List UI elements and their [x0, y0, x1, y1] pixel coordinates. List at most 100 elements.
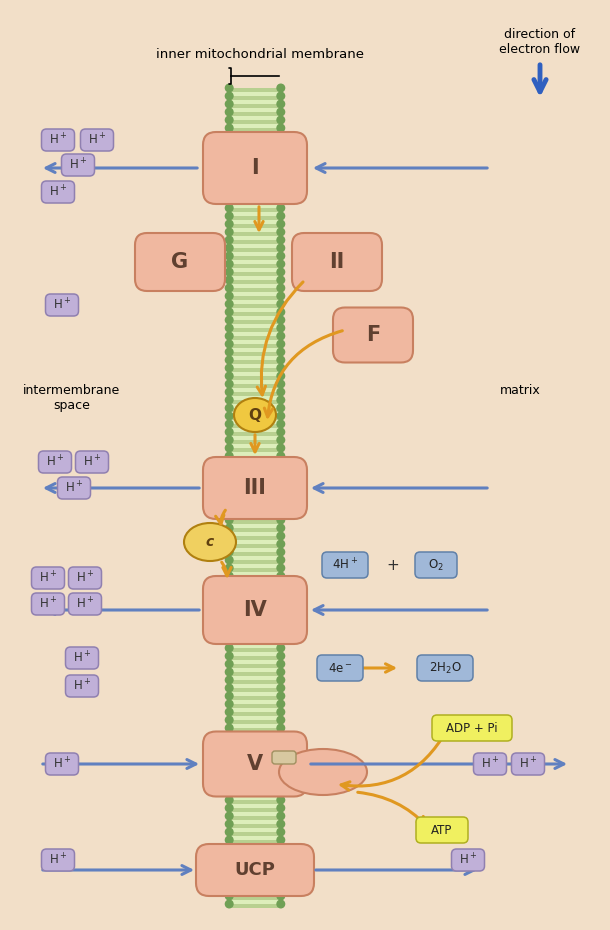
Circle shape [277, 396, 285, 404]
Circle shape [277, 100, 285, 108]
Bar [232, 336, 278, 340]
Circle shape [277, 716, 285, 724]
Circle shape [277, 156, 285, 164]
Circle shape [277, 684, 285, 692]
Bar [232, 640, 278, 644]
Bar [232, 416, 278, 420]
FancyBboxPatch shape [65, 675, 98, 697]
Bar [232, 720, 278, 724]
Text: H$^+$: H$^+$ [69, 157, 87, 173]
Circle shape [277, 260, 285, 268]
Circle shape [226, 780, 233, 788]
Circle shape [277, 172, 285, 179]
Circle shape [277, 116, 285, 124]
FancyBboxPatch shape [32, 593, 65, 615]
Circle shape [226, 644, 233, 652]
Circle shape [277, 292, 285, 299]
FancyBboxPatch shape [317, 655, 363, 681]
Circle shape [277, 85, 285, 92]
Circle shape [226, 812, 233, 820]
Circle shape [277, 820, 285, 828]
Circle shape [277, 92, 285, 100]
Circle shape [277, 476, 285, 484]
Circle shape [277, 276, 285, 284]
Bar [232, 384, 278, 388]
Bar [232, 792, 278, 796]
FancyBboxPatch shape [68, 593, 101, 615]
Circle shape [226, 228, 233, 236]
Bar [232, 184, 278, 188]
Circle shape [226, 692, 233, 699]
Text: H$^+$: H$^+$ [49, 132, 67, 148]
Bar [232, 424, 278, 428]
Circle shape [277, 668, 285, 676]
Circle shape [277, 789, 285, 796]
Circle shape [277, 636, 285, 644]
Circle shape [277, 325, 285, 332]
Circle shape [226, 460, 233, 468]
Circle shape [226, 756, 233, 764]
Bar [232, 832, 278, 836]
Bar [232, 392, 278, 396]
Circle shape [226, 684, 233, 692]
Circle shape [277, 445, 285, 452]
Circle shape [226, 420, 233, 428]
Circle shape [226, 212, 233, 219]
Text: 2H$_2$O: 2H$_2$O [429, 660, 461, 675]
Bar [232, 680, 278, 684]
Text: F: F [366, 325, 380, 345]
Circle shape [226, 100, 233, 108]
Bar [232, 824, 278, 828]
Circle shape [226, 148, 233, 156]
Circle shape [277, 764, 285, 772]
Circle shape [226, 92, 233, 100]
FancyBboxPatch shape [203, 132, 307, 204]
Circle shape [226, 852, 233, 860]
Bar [232, 328, 278, 332]
Circle shape [277, 860, 285, 868]
Circle shape [226, 500, 233, 508]
Text: H$^+$: H$^+$ [459, 853, 477, 868]
FancyBboxPatch shape [473, 753, 506, 775]
Text: H$^+$: H$^+$ [38, 570, 57, 586]
Text: H$^+$: H$^+$ [83, 455, 101, 470]
Bar [232, 536, 278, 540]
Text: H$^+$: H$^+$ [73, 678, 92, 694]
FancyBboxPatch shape [135, 233, 225, 291]
Bar [232, 96, 278, 100]
Circle shape [226, 740, 233, 748]
Bar [232, 488, 278, 492]
Bar [232, 112, 278, 116]
Bar [232, 120, 278, 124]
FancyBboxPatch shape [322, 552, 368, 578]
Circle shape [277, 836, 285, 844]
Bar [232, 784, 278, 788]
Circle shape [226, 580, 233, 588]
Circle shape [226, 292, 233, 299]
Bar [232, 736, 278, 740]
Circle shape [277, 652, 285, 659]
Bar [232, 560, 278, 564]
Circle shape [277, 140, 285, 148]
Bar [232, 888, 278, 892]
Circle shape [277, 405, 285, 412]
Circle shape [226, 132, 233, 140]
Bar [232, 688, 278, 692]
Bar [232, 128, 278, 132]
Bar [232, 800, 278, 804]
Circle shape [277, 804, 285, 812]
Circle shape [277, 268, 285, 276]
Bar [232, 312, 278, 316]
Circle shape [277, 756, 285, 764]
FancyBboxPatch shape [432, 715, 512, 741]
Bar [232, 632, 278, 636]
Bar [232, 616, 278, 620]
Bar [232, 848, 278, 852]
Bar [232, 648, 278, 652]
Circle shape [277, 884, 285, 892]
Bar [232, 144, 278, 148]
Circle shape [226, 700, 233, 708]
Bar [232, 304, 278, 308]
Circle shape [277, 740, 285, 748]
Circle shape [277, 620, 285, 628]
